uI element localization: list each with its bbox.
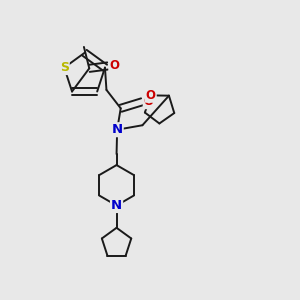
Text: O: O [146, 89, 156, 102]
Text: O: O [144, 95, 154, 108]
Text: S: S [60, 61, 69, 74]
Text: O: O [109, 59, 119, 73]
Text: N: N [111, 199, 122, 212]
Text: N: N [112, 123, 123, 136]
